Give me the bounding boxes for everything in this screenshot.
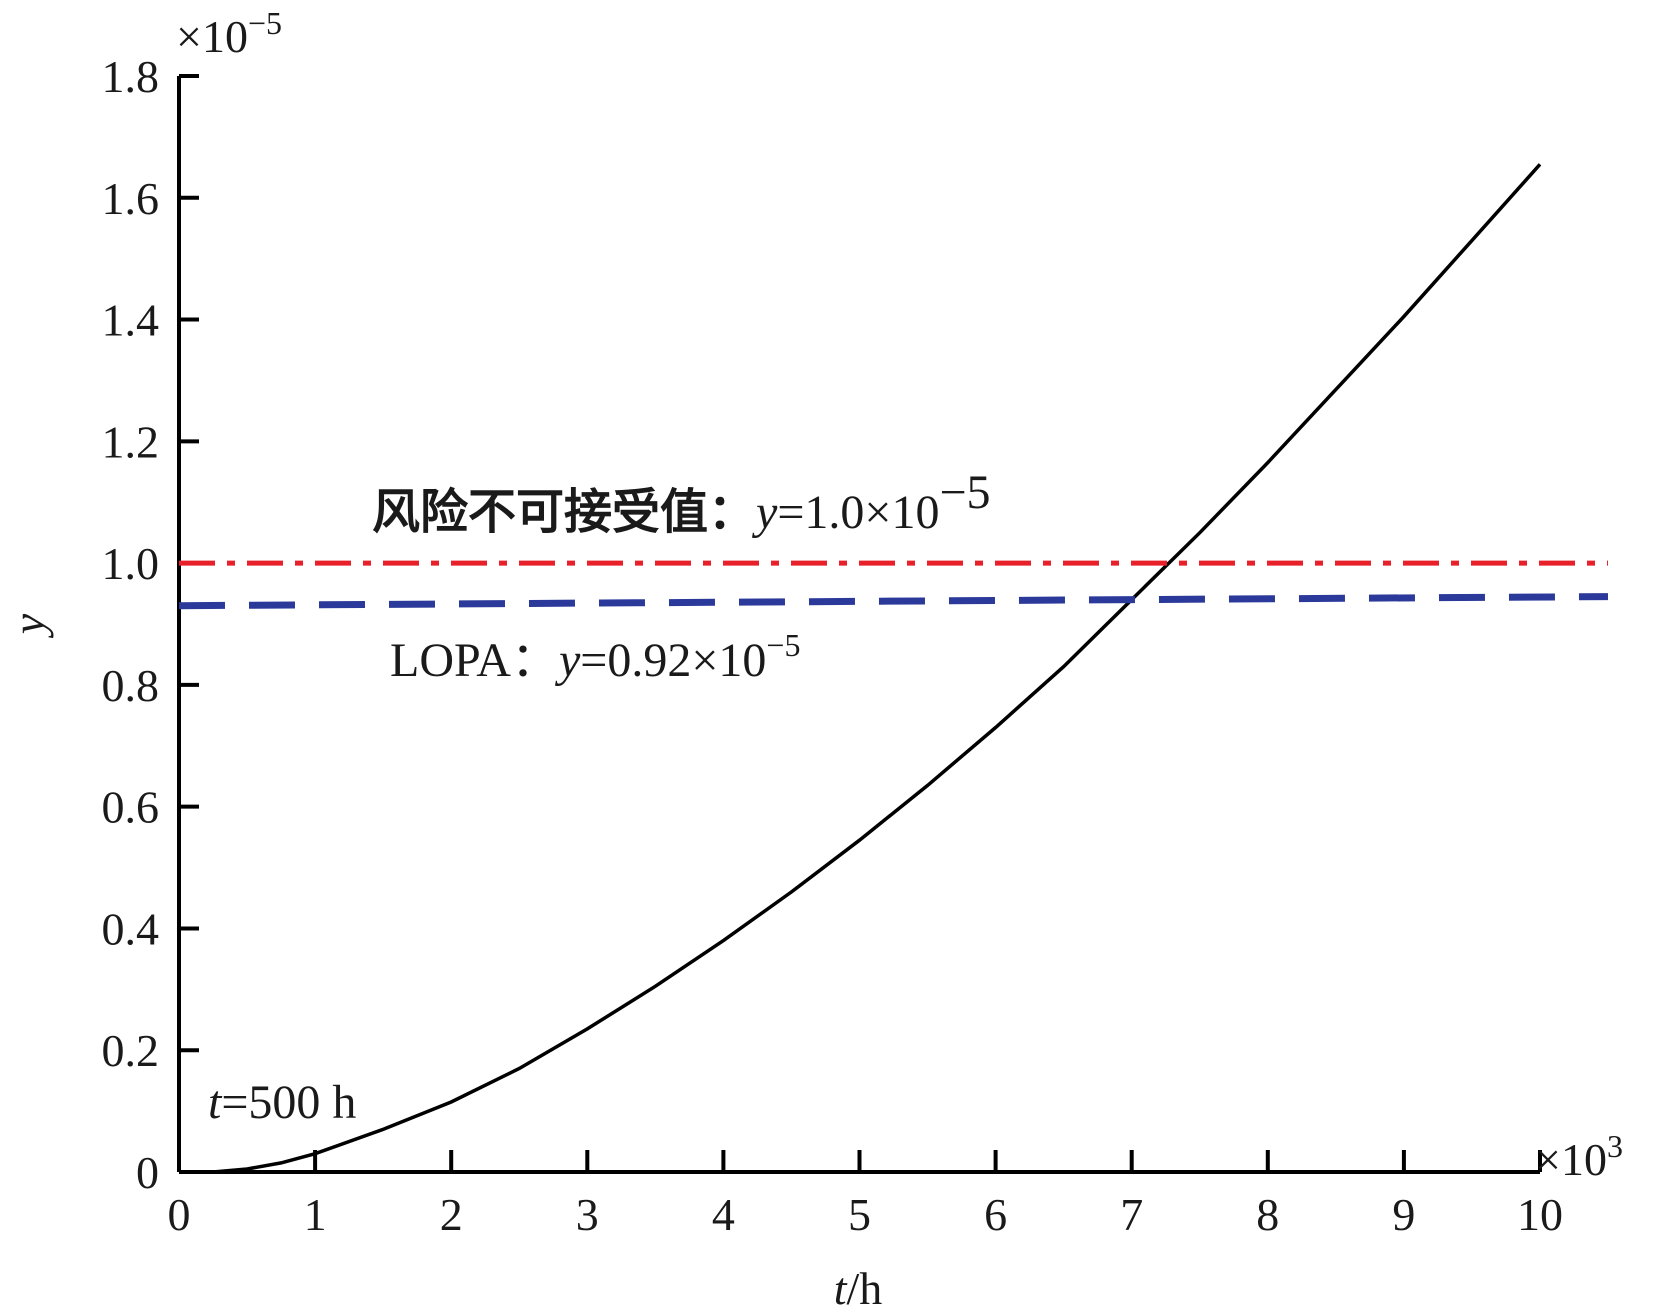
- risk-curve-line: [212, 163, 1542, 1174]
- x-tick-label: 4: [712, 1189, 735, 1240]
- x-tick-label: 1: [304, 1189, 327, 1240]
- x-tick-label: 6: [984, 1189, 1007, 1240]
- t500-annotation: t=500 h: [208, 1076, 356, 1129]
- y-multiplier: ×10−5: [176, 5, 282, 62]
- y-tick-label: 0.8: [102, 660, 160, 711]
- gridless-plot-area: 0 1 2 3 4 5 6 7 8 9 10 0 0.2 0.4 0.6 0.8 1.0 1.2 1.4 1.6 1.…: [102, 51, 1609, 1240]
- y-axis-label: y: [3, 613, 54, 638]
- x-tick-label: 9: [1392, 1189, 1415, 1240]
- lopa-line: [178, 593, 1609, 610]
- y-tick-label: 0.4: [102, 903, 160, 954]
- x-axis-label: t/h: [834, 1263, 883, 1314]
- y-tick-label: 1.0: [102, 538, 160, 589]
- x-tick-label: 8: [1256, 1189, 1279, 1240]
- y-ticks: 0 0.2 0.4 0.6 0.8 1.0 1.2 1.4 1.6 1.8: [102, 51, 199, 1198]
- x-tick-label: 0: [168, 1189, 191, 1240]
- y-tick-label: 0.2: [102, 1025, 160, 1076]
- x-tick-label: 2: [440, 1189, 463, 1240]
- y-tick-label: 1.2: [102, 416, 160, 467]
- x-ticks: 0 1 2 3 4 5 6 7 8 9 10: [168, 1150, 1563, 1240]
- series-group: [178, 163, 1609, 1174]
- y-tick-label: 0.6: [102, 782, 160, 833]
- x-tick-label: 7: [1120, 1189, 1143, 1240]
- x-tick-label: 3: [576, 1189, 599, 1240]
- x-multiplier: ×103: [1535, 1128, 1623, 1185]
- y-tick-label: 1.8: [102, 51, 160, 102]
- y-tick-label: 0: [136, 1147, 159, 1198]
- y-tick-label: 1.6: [102, 173, 160, 224]
- x-tick-label: 10: [1517, 1189, 1563, 1240]
- y-tick-label: 1.4: [102, 295, 160, 346]
- risk-threshold-annotation: 风险不可接受值：y=1.0×10−5: [372, 466, 991, 540]
- x-tick-label: 5: [848, 1189, 871, 1240]
- lopa-annotation: LOPA：y=0.92×10−5: [390, 627, 800, 687]
